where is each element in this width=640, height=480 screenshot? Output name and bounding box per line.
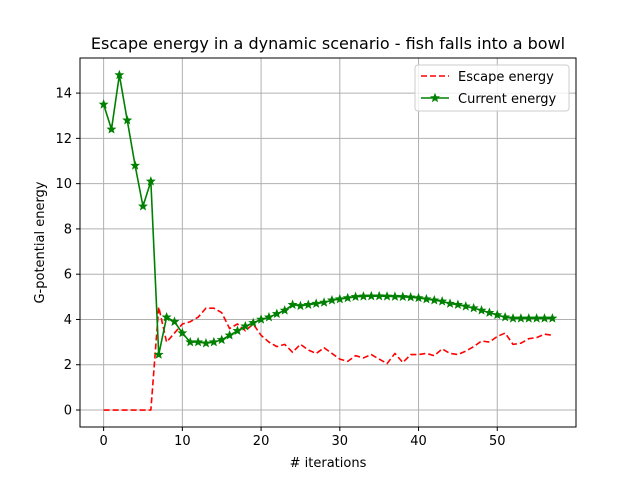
data-point-current-energy — [122, 115, 133, 125]
data-point-current-energy — [240, 321, 251, 331]
x-tick-label: 50 — [489, 434, 506, 449]
data-point-current-energy — [319, 297, 330, 307]
data-point-current-energy — [177, 327, 188, 338]
data-point-current-energy — [437, 296, 448, 306]
data-point-current-energy — [334, 293, 345, 304]
data-point-current-energy — [452, 299, 463, 309]
data-point-current-energy — [342, 292, 353, 303]
y-tick-label: 0 — [64, 404, 72, 419]
data-point-current-energy — [500, 311, 511, 322]
legend-marker-current-energy — [430, 92, 440, 103]
legend: Escape energy Current energy — [414, 64, 570, 112]
y-tick-label: 2 — [64, 358, 72, 373]
data-point-current-energy — [358, 291, 369, 301]
data-point-current-energy — [413, 292, 424, 303]
data-point-current-energy — [350, 291, 361, 302]
data-point-current-energy — [224, 330, 235, 340]
data-point-current-energy — [382, 291, 393, 301]
data-point-current-energy — [169, 316, 180, 326]
data-point-current-energy — [138, 201, 148, 211]
data-point-current-energy — [397, 291, 408, 302]
legend-box — [414, 64, 570, 112]
data-point-current-energy — [389, 291, 400, 301]
legend-label-current-energy: Current energy — [458, 92, 557, 107]
data-point-current-energy — [216, 334, 227, 345]
grid — [80, 58, 576, 427]
plot-area-frame — [79, 57, 577, 428]
data-point-current-energy — [295, 300, 306, 311]
data-point-current-energy — [200, 338, 211, 348]
data-point-current-energy — [161, 311, 172, 322]
data-point-current-energy — [145, 176, 156, 186]
legend-star-marker — [430, 92, 440, 103]
data-point-current-energy — [287, 299, 298, 309]
data-point-current-energy — [106, 124, 117, 134]
axis-ticks: 0 10 20 30 40 50 0 2 4 6 8 10 12 14 — [55, 87, 505, 449]
data-point-current-energy — [303, 299, 314, 309]
data-point-current-energy — [468, 302, 479, 313]
x-tick-label: 30 — [332, 434, 349, 449]
data-point-current-energy — [279, 305, 290, 315]
x-tick-label: 10 — [174, 434, 191, 449]
data-point-current-energy — [193, 336, 204, 347]
y-tick-label: 12 — [55, 132, 72, 147]
data-point-current-energy — [232, 325, 243, 336]
y-tick-label: 10 — [55, 177, 72, 192]
data-point-current-energy — [421, 293, 432, 304]
data-point-current-energy — [476, 305, 487, 315]
data-point-current-energy — [405, 292, 416, 302]
data-point-current-energy — [98, 99, 109, 109]
data-point-current-energy — [547, 313, 558, 323]
data-point-current-energy — [263, 311, 274, 322]
data-point-current-energy — [460, 301, 471, 311]
data-point-current-energy — [248, 317, 259, 328]
data-point-current-energy — [445, 298, 456, 308]
series-line-escape-energy — [103, 306, 553, 411]
x-tick-label: 20 — [253, 434, 270, 449]
x-tick-label: 40 — [410, 434, 427, 449]
y-tick-label: 6 — [64, 268, 72, 283]
y-tick-label: 14 — [55, 87, 72, 102]
data-point-current-energy — [114, 69, 125, 80]
y-tick-label: 8 — [64, 222, 72, 237]
data-point-current-energy — [374, 290, 385, 301]
legend-label-escape-energy: Escape energy — [458, 70, 554, 85]
y-tick-label: 4 — [64, 313, 72, 328]
data-point-current-energy — [429, 295, 440, 305]
x-axis-label: # iterations — [290, 456, 367, 471]
data-point-current-energy — [271, 308, 282, 319]
data-point-current-energy — [256, 314, 267, 324]
data-point-current-energy — [484, 307, 495, 317]
plot-series — [98, 69, 558, 411]
y-axis-label: G-potential energy — [33, 181, 48, 303]
chart-title: Escape energy in a dynamic scenario - fi… — [91, 34, 565, 53]
data-point-current-energy — [326, 295, 337, 305]
data-point-current-energy — [153, 349, 164, 359]
data-point-current-energy — [492, 309, 503, 320]
data-point-current-energy — [208, 336, 219, 347]
x-tick-label: 0 — [99, 434, 107, 449]
data-point-current-energy — [130, 160, 141, 170]
data-point-current-energy — [311, 298, 322, 308]
